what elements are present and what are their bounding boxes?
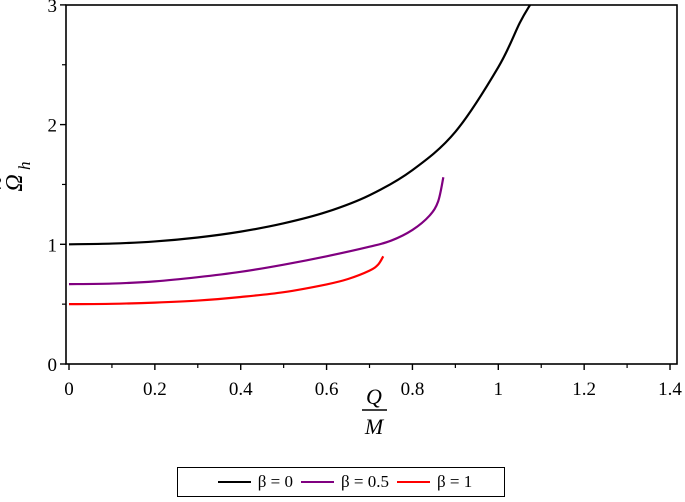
y-label-main: Ω xyxy=(2,174,28,191)
series-line-2 xyxy=(68,255,385,306)
x-tick-label: 0 xyxy=(64,379,74,400)
x-tick-label: 1.4 xyxy=(658,379,682,400)
legend-swatch xyxy=(397,481,430,483)
y-label-tilde: ~ xyxy=(0,176,13,189)
x-tick-label: 0.2 xyxy=(143,379,167,400)
legend-swatch xyxy=(301,481,334,483)
x-axis: 0 0.2 0.4 0.6 0.8 1 1.2 1.4 xyxy=(64,364,682,400)
y-tick-label: 1 xyxy=(48,235,58,256)
legend-label: β = 0 xyxy=(257,472,293,491)
y-tick-label: 2 xyxy=(48,116,58,137)
x-tick-label: 0.4 xyxy=(229,379,253,400)
x-tick-label: 1 xyxy=(494,379,504,400)
y-axis: 0 1 2 3 xyxy=(48,0,66,376)
x-label-numerator: Q xyxy=(366,384,382,409)
x-tick-label: 0.8 xyxy=(401,379,425,400)
y-label-subscript: h xyxy=(15,162,34,171)
legend-swatch xyxy=(217,481,251,483)
legend-item-1: β = 0.5 xyxy=(293,472,389,492)
series-line-1 xyxy=(68,177,445,286)
y-axis-label: Ω h ~ xyxy=(0,162,34,192)
series-layer xyxy=(68,5,532,306)
y-tick-label: 0 xyxy=(48,355,58,376)
plot-frame xyxy=(65,4,678,365)
x-tick-label: 1.2 xyxy=(572,379,596,400)
legend-label: β = 0.5 xyxy=(341,472,389,491)
y-tick-label: 3 xyxy=(48,0,58,17)
legend: β = 0 β = 0.5 β = 1 xyxy=(177,467,505,497)
legend-item-2: β = 1 xyxy=(389,472,472,492)
x-label-denominator: M xyxy=(364,414,385,439)
chart-canvas: 0 0.2 0.4 0.6 0.8 1 1.2 1.4 0 1 2 3 Q M Ω h ~ xyxy=(0,0,682,439)
legend-item-0: β = 0 xyxy=(210,472,293,492)
series-line-0 xyxy=(68,5,532,246)
x-tick-label: 0.6 xyxy=(315,379,339,400)
legend-label: β = 1 xyxy=(437,472,473,491)
plot-border xyxy=(65,4,678,365)
x-axis-label: Q M xyxy=(362,384,387,439)
